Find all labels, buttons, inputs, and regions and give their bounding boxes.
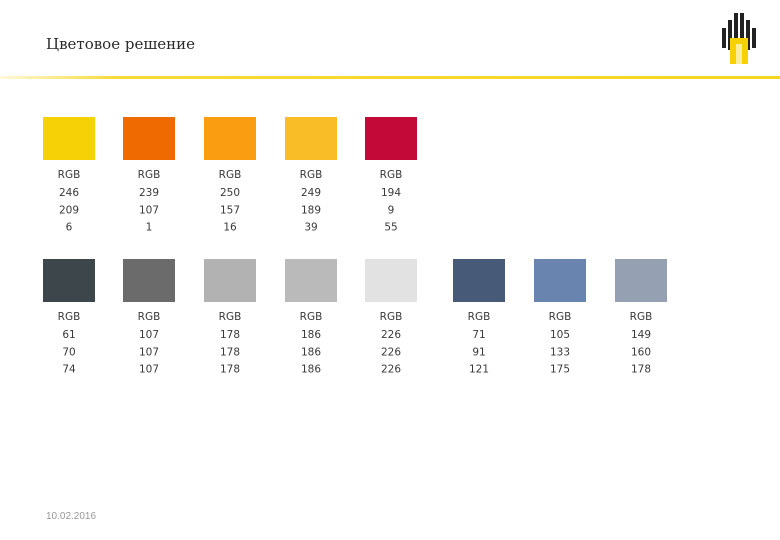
color-swatch xyxy=(453,259,505,302)
rgb-value: 107 xyxy=(139,364,159,376)
swatch-label: RGB xyxy=(549,311,572,323)
rgb-value: 107 xyxy=(139,329,159,341)
color-swatch xyxy=(204,117,256,160)
rgb-value: 39 xyxy=(304,222,317,234)
rgb-value: 61 xyxy=(62,329,75,341)
rgb-value: 157 xyxy=(220,204,240,216)
title: Цветовое решение xyxy=(46,35,195,53)
rgb-value: 71 xyxy=(472,329,485,341)
swatch-label: RGB xyxy=(300,169,323,181)
rgb-value: 91 xyxy=(472,346,485,358)
rgb-value: 209 xyxy=(59,204,79,216)
swatch-label: RGB xyxy=(58,311,81,323)
rgb-value: 246 xyxy=(59,187,79,199)
color-swatch xyxy=(615,259,667,302)
rgb-value: 107 xyxy=(139,346,159,358)
rgb-value: 1 xyxy=(146,222,153,234)
color-swatch xyxy=(43,117,95,160)
swatch-label: RGB xyxy=(380,169,403,181)
rgb-value: 70 xyxy=(62,346,75,358)
color-swatch xyxy=(285,259,337,302)
rgb-value: 149 xyxy=(631,329,651,341)
rgb-value: 186 xyxy=(301,364,321,376)
rgb-value: 74 xyxy=(62,364,76,376)
logo xyxy=(722,13,756,64)
rgb-value: 175 xyxy=(550,364,570,376)
color-swatch xyxy=(365,117,417,160)
rgb-value: 16 xyxy=(223,222,237,234)
swatch-label: RGB xyxy=(138,311,161,323)
rgb-value: 226 xyxy=(381,346,401,358)
header-rule xyxy=(0,76,780,79)
rgb-value: 186 xyxy=(301,329,321,341)
rgb-value: 9 xyxy=(388,204,395,216)
rgb-value: 178 xyxy=(220,329,240,341)
color-swatch xyxy=(285,117,337,160)
rgb-value: 178 xyxy=(220,364,240,376)
rgb-value: 239 xyxy=(139,187,159,199)
rgb-value: 226 xyxy=(381,329,401,341)
rgb-value: 133 xyxy=(550,346,570,358)
rgb-value: 178 xyxy=(631,364,651,376)
swatch-label: RGB xyxy=(138,169,161,181)
rgb-value: 194 xyxy=(381,187,401,199)
rgb-value: 189 xyxy=(301,204,321,216)
rgb-value: 121 xyxy=(469,364,489,376)
color-swatch xyxy=(43,259,95,302)
color-swatch xyxy=(365,259,417,302)
color-swatch xyxy=(204,259,256,302)
rgb-value: 178 xyxy=(220,346,240,358)
date: 10.02.2016 xyxy=(46,511,96,522)
rgb-value: 55 xyxy=(384,222,397,234)
rgb-value: 107 xyxy=(139,204,159,216)
rgb-value: 226 xyxy=(381,364,401,376)
rgb-value: 186 xyxy=(301,346,321,358)
rgb-value: 6 xyxy=(66,222,73,234)
rgb-value: 160 xyxy=(631,346,651,358)
color-swatch xyxy=(123,117,175,160)
swatch-label: RGB xyxy=(630,311,653,323)
swatch-label: RGB xyxy=(468,311,491,323)
swatch-label: RGB xyxy=(219,169,242,181)
rgb-value: 249 xyxy=(301,187,321,199)
swatch-label: RGB xyxy=(380,311,403,323)
rgb-value: 250 xyxy=(220,187,240,199)
swatch-label: RGB xyxy=(58,169,81,181)
swatch-label: RGB xyxy=(300,311,323,323)
rgb-value: 105 xyxy=(550,329,570,341)
swatch-label: RGB xyxy=(219,311,242,323)
color-swatch xyxy=(534,259,586,302)
color-swatch xyxy=(123,259,175,302)
